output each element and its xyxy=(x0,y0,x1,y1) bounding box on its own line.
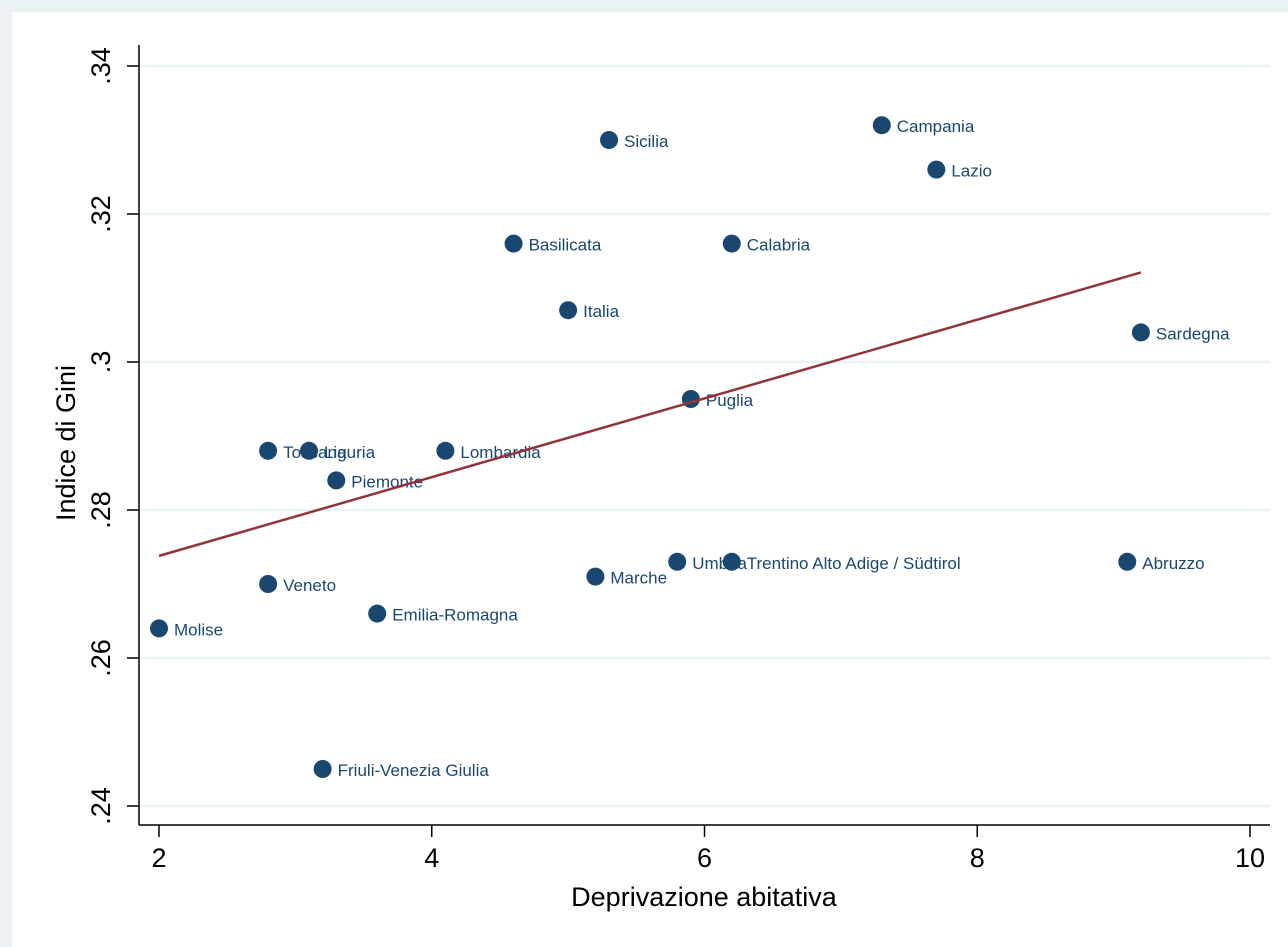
data-point xyxy=(1131,323,1150,342)
y-tick-label: .24 xyxy=(86,787,116,825)
point-label: Sicilia xyxy=(624,132,669,151)
point-label: Calabria xyxy=(747,236,811,255)
x-tick-label: 2 xyxy=(151,843,166,873)
fit-line xyxy=(158,271,1142,558)
data-point xyxy=(436,441,455,460)
y-tick-label: .28 xyxy=(86,491,116,529)
x-tick-label: 4 xyxy=(424,843,439,873)
data-point xyxy=(559,301,578,320)
point-label: Marche xyxy=(610,569,667,588)
data-point xyxy=(259,575,278,593)
x-tick-label: 10 xyxy=(1235,843,1265,873)
point-label: Basilicata xyxy=(529,236,602,255)
plot-panel xyxy=(12,12,1288,947)
data-point xyxy=(313,760,332,778)
point-label: Lombardia xyxy=(460,443,541,462)
data-point xyxy=(872,116,891,135)
data-point xyxy=(368,604,387,623)
data-point xyxy=(600,131,619,149)
data-point xyxy=(722,234,741,253)
point-label: Italia xyxy=(583,302,619,321)
y-tick-label: .34 xyxy=(86,47,116,85)
point-label: Lazio xyxy=(951,162,992,181)
data-point xyxy=(150,619,168,638)
point-label: Sardegna xyxy=(1156,324,1230,343)
point-label: Veneto xyxy=(283,576,336,595)
y-tick-label: .26 xyxy=(86,639,116,677)
y-tick-label: .32 xyxy=(86,195,116,233)
data-point xyxy=(259,441,278,460)
data-point xyxy=(722,552,741,571)
data-point xyxy=(1118,552,1137,571)
data-point xyxy=(300,441,319,460)
point-label: Campania xyxy=(897,117,975,136)
point-label: Piemonte xyxy=(351,472,423,491)
point-label: Liguria xyxy=(324,443,376,462)
point-label: Abruzzo xyxy=(1142,554,1204,573)
point-label: Emilia-Romagna xyxy=(392,606,518,625)
x-axis-title: Deprivazione abitativa xyxy=(571,882,838,912)
point-label: Puglia xyxy=(706,391,754,410)
y-tick-label: .3 xyxy=(86,351,116,374)
data-point xyxy=(668,552,687,571)
point-label: Trentino Alto Adige / Südtirol xyxy=(747,554,961,573)
data-point xyxy=(586,567,605,586)
point-label: Molise xyxy=(174,620,223,639)
x-tick-label: 6 xyxy=(697,843,712,873)
point-label: Friuli-Venezia Giulia xyxy=(338,761,490,780)
data-point xyxy=(327,471,346,490)
y-axis-title: Indice di Gini xyxy=(51,365,81,521)
data-point xyxy=(504,234,523,253)
data-point xyxy=(927,160,946,179)
x-tick-label: 8 xyxy=(970,843,985,873)
